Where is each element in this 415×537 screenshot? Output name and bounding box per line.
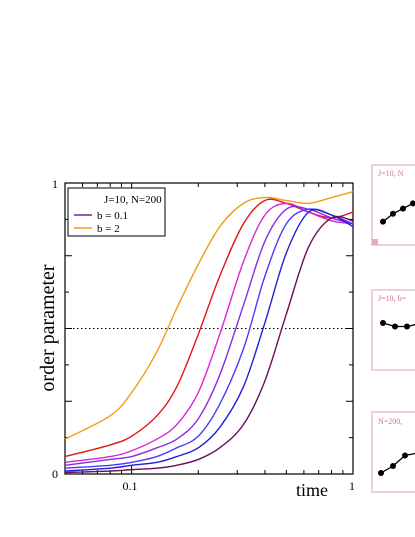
inset-1-point [410,200,415,207]
inset-panel-3: N=200, [371,411,415,493]
legend-label-b-2: b = 2 [97,223,120,235]
series-line-1 [64,198,354,458]
inset-3-point [402,452,408,459]
y-axis-label: order parameter [37,264,59,391]
series-line-6 [64,215,354,474]
legend: J=10, N=200 b = 0.1 b = 2 [67,187,166,237]
series-line-0 [64,191,354,440]
inset-panel-1-frame [371,164,415,246]
inset-panel-1: J=10, N [371,164,415,246]
inset-2-point [380,320,386,326]
legend-label-b-0-1: b = 0.1 [97,210,128,222]
main-axis-ticks [64,182,354,475]
series-line-5 [64,208,354,472]
inset-panel-2: J=10, b= [371,289,415,371]
series-line-4 [64,208,354,469]
inset-1-point [380,218,386,225]
x-tick-label-1: 1 [349,479,355,493]
inset-1-point [390,210,396,217]
inset-panel-2-frame [371,289,415,371]
inset-panel-3-title: N=200, [378,417,402,426]
inset-panel-1-title: J=10, N [378,169,404,178]
inset-3-line [380,452,415,474]
inset-panel-1-marker [372,239,378,245]
inset-panel-2-title: J=10, b= [378,294,407,303]
inset-3-point [390,463,396,469]
y-tick-label-1: 1 [52,177,58,191]
series-lines [64,191,354,474]
inset-2-line [382,322,415,328]
x-tick-label-0-1: 0.1 [123,479,138,493]
x-axis-label: time [296,480,328,500]
inset-panel-3-frame [371,411,415,493]
inset-3-point [378,470,384,476]
inset-2-point [392,323,398,330]
legend-header: J=10, N=200 [104,194,162,206]
inset-1-point [400,205,406,212]
y-tick-label-0: 0 [52,467,58,481]
inset-2-point [404,323,410,330]
